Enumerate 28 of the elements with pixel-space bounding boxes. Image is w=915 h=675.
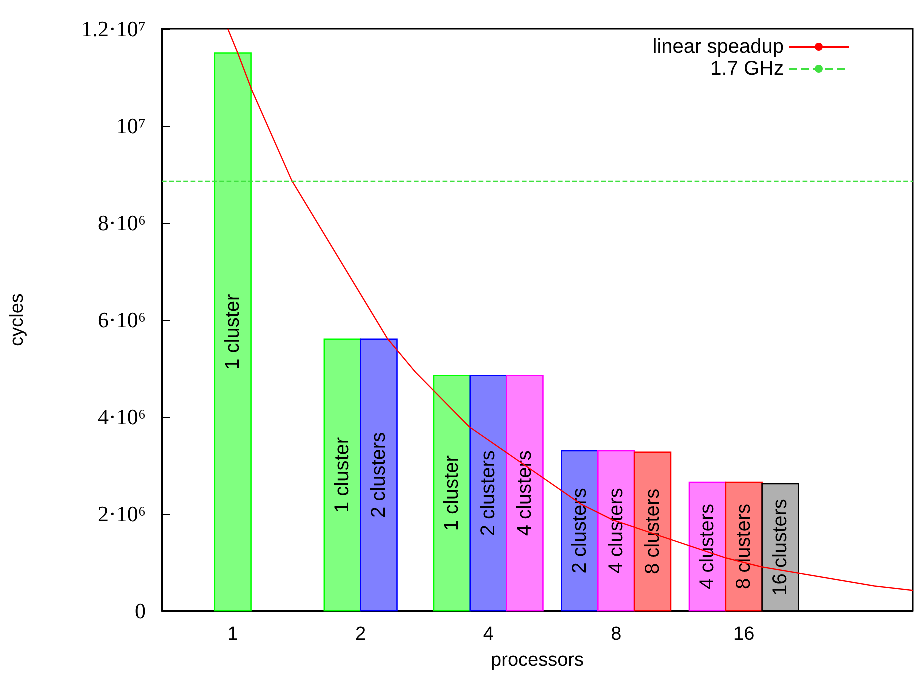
series-label: 1 cluster: [222, 294, 244, 370]
series-label: 16 clusters: [770, 499, 792, 596]
text: 2 clusters: [478, 450, 500, 536]
y-tick-label: 1.2·10⁷: [82, 16, 146, 42]
y-tick-label: 6·10⁶: [98, 308, 146, 332]
x-tick-label: 2: [356, 624, 366, 645]
legend-label: 1.7 GHz: [710, 58, 784, 80]
text: 1 cluster: [332, 437, 354, 513]
y-tick-label: 4·10⁶: [98, 404, 146, 430]
y-tick-label: 8·10⁶: [98, 210, 146, 236]
x-axis-title: processors: [491, 650, 584, 671]
x-tick-label: 4: [483, 624, 494, 645]
y-tick-label: 0: [135, 598, 146, 624]
x-tick-label: 1: [228, 624, 238, 645]
x-tick-label: 16: [734, 624, 755, 645]
y-tick-label: 10⁷: [116, 114, 146, 138]
text: 4 clusters: [514, 450, 536, 536]
legend-label: linear speadup: [652, 36, 784, 58]
y-axis-title: cycles: [7, 294, 28, 346]
series-label: 4 clusters: [605, 488, 628, 574]
text: 4 clusters: [696, 504, 719, 590]
series-label: 8 clusters: [642, 488, 664, 574]
y-tick-label: 2·10⁶: [98, 502, 146, 526]
text: 2 clusters: [368, 432, 390, 518]
series-label: 2 clusters: [568, 488, 591, 574]
x-tick-label: 8: [611, 624, 622, 645]
text: 8 clusters: [733, 504, 756, 590]
text: 1 cluster: [441, 456, 464, 532]
